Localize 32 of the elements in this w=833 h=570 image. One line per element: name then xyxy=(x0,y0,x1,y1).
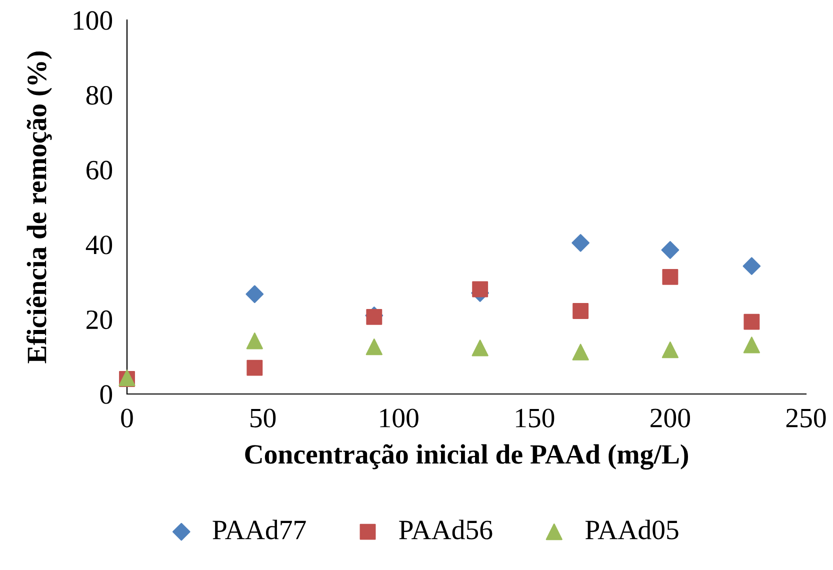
x-tick-label: 50 xyxy=(250,408,276,428)
y-tick-label: 60 xyxy=(86,160,112,180)
point xyxy=(366,338,382,356)
y-tick-label: 20 xyxy=(86,310,112,330)
point xyxy=(572,302,589,319)
point xyxy=(662,342,678,358)
point xyxy=(472,340,488,356)
x-axis-title: Concentração inicial de PAAd (mg/L) xyxy=(245,444,688,470)
point xyxy=(743,336,760,354)
x-tick-label: 100 xyxy=(380,408,418,428)
legend-label: PAAd05 xyxy=(585,520,678,540)
x-tick-label: 200 xyxy=(650,408,690,428)
point xyxy=(246,285,264,304)
y-tick-label: 40 xyxy=(86,236,112,254)
legend-label: PAAd77 xyxy=(212,520,306,540)
y-axis-title: Eficiência de remoção (%) xyxy=(26,51,52,364)
point xyxy=(744,314,760,330)
y-tick-label: 100 xyxy=(74,11,112,30)
point xyxy=(742,257,761,276)
legend-label: PAAd56 xyxy=(399,520,492,540)
x-tick-label: 0 xyxy=(121,408,133,428)
point xyxy=(572,234,590,252)
point xyxy=(572,344,589,360)
point xyxy=(246,332,263,350)
point xyxy=(662,268,678,285)
x-tick-label: 150 xyxy=(516,408,554,428)
y-tick-label: 0 xyxy=(100,385,112,404)
y-tick-label: 80 xyxy=(86,86,112,105)
x-tick-label: 250 xyxy=(786,408,826,428)
point xyxy=(472,281,488,298)
point xyxy=(246,360,263,376)
point xyxy=(661,241,680,259)
